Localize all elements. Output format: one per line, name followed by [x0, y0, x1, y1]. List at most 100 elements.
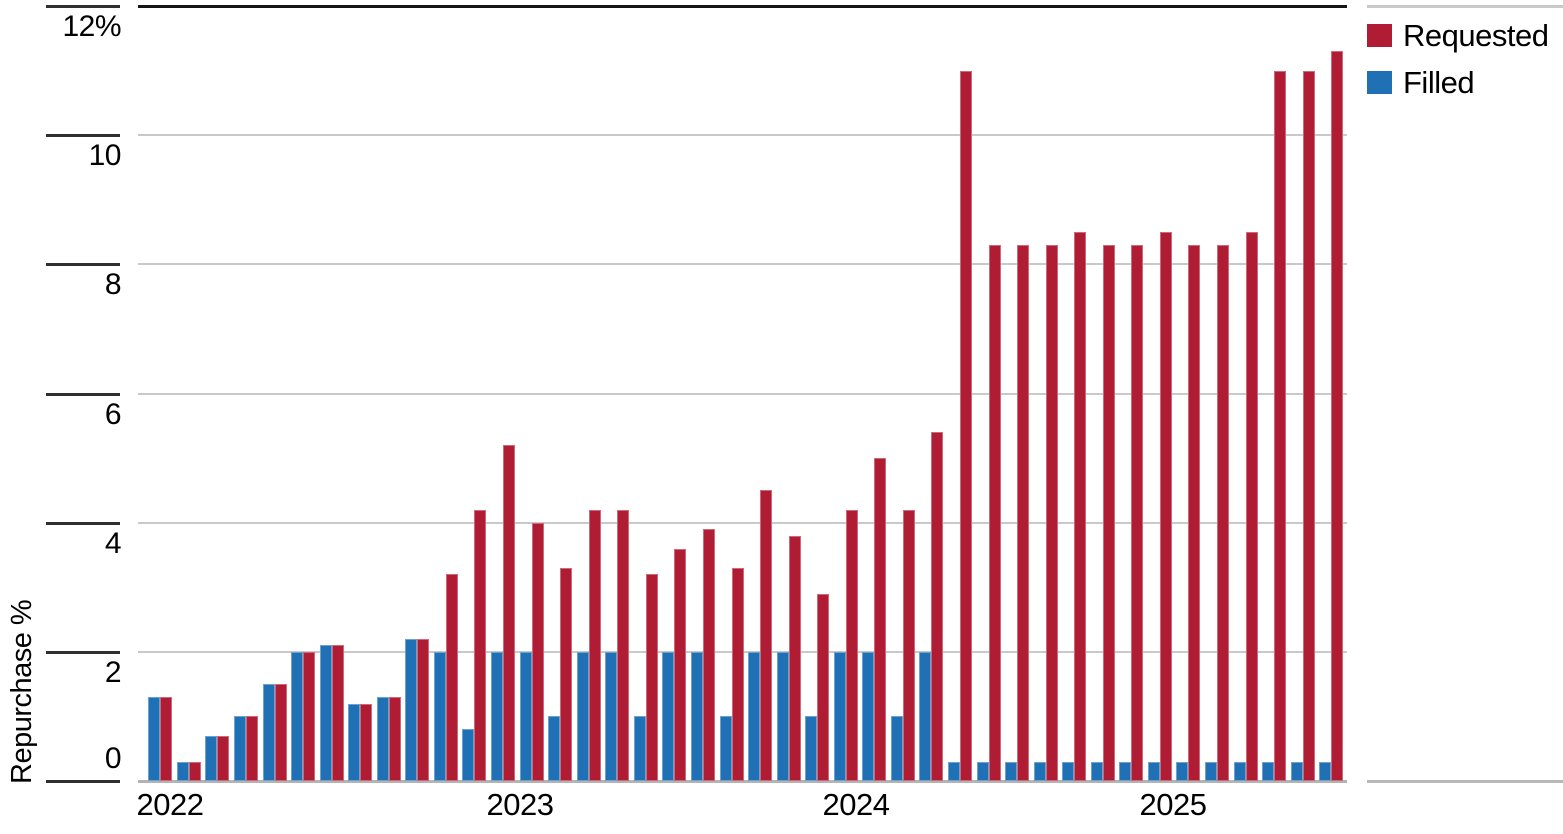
bar-requested-jan-2022 — [160, 697, 173, 781]
bar-requested-nov-2022 — [445, 574, 458, 781]
bar-filled-apr-2022 — [233, 716, 246, 781]
bar-filled-dec-2022 — [462, 729, 475, 781]
bar-requested-jan-2025 — [1188, 244, 1201, 781]
bar-requested-aug-2022 — [360, 703, 373, 781]
bar-requested-feb-2022 — [188, 761, 201, 781]
bar-filled-dec-2023 — [805, 716, 818, 781]
bar-requested-aug-2024 — [1045, 244, 1058, 781]
baseline-rule-extension — [1367, 780, 1563, 783]
bar-filled-oct-2024 — [1090, 761, 1103, 781]
bar-requested-jan-2023 — [503, 445, 516, 781]
bar-requested-nov-2024 — [1131, 244, 1144, 781]
bar-filled-may-2025 — [1290, 761, 1303, 781]
bar-requested-mar-2024 — [902, 509, 915, 781]
bar-filled-aug-2024 — [1033, 761, 1046, 781]
bar-requested-jun-2025 — [1331, 51, 1344, 781]
bar-requested-feb-2025 — [1217, 244, 1230, 781]
bar-requested-may-2025 — [1302, 70, 1315, 781]
bar-filled-jul-2022 — [319, 645, 332, 781]
bar-requested-may-2023 — [617, 509, 630, 781]
bar-requested-jul-2023 — [674, 548, 687, 781]
y-tick-8 — [46, 263, 120, 267]
y-tick-label-2: 2 — [104, 655, 122, 689]
gridline-0 — [138, 780, 1347, 783]
bar-filled-jul-2024 — [1005, 761, 1018, 781]
bar-filled-mar-2024 — [890, 716, 903, 781]
x-year-label-2022: 2022 — [136, 787, 204, 822]
bar-requested-mar-2022 — [217, 735, 230, 781]
bar-filled-may-2022 — [262, 684, 275, 781]
bar-filled-mar-2023 — [548, 716, 561, 781]
bar-requested-may-2022 — [274, 684, 287, 781]
y-tick-label-10: 10 — [88, 139, 122, 173]
gridline-12 — [138, 5, 1347, 8]
legend-item-filled: Filled — [1367, 67, 1548, 98]
y-tick-10 — [46, 134, 120, 138]
bar-filled-oct-2023 — [748, 651, 761, 781]
bar-filled-nov-2023 — [776, 651, 789, 781]
bar-requested-sep-2023 — [731, 567, 744, 781]
bar-requested-jun-2024 — [988, 244, 1001, 781]
legend: Requested Filled — [1367, 18, 1549, 98]
legend-swatch-filled — [1367, 71, 1392, 94]
bar-filled-jan-2025 — [1176, 761, 1189, 781]
bar-requested-apr-2023 — [588, 509, 601, 781]
gridline-4 — [138, 521, 1347, 524]
bar-requested-oct-2022 — [417, 638, 430, 781]
y-tick-label-8: 8 — [104, 268, 122, 302]
bar-requested-mar-2023 — [560, 567, 573, 781]
bar-filled-jul-2023 — [662, 651, 675, 781]
legend-item-requested: Requested — [1367, 18, 1549, 53]
y-tick-4 — [46, 521, 120, 525]
legend-label-filled: Filled — [1403, 65, 1475, 100]
bar-requested-dec-2024 — [1159, 232, 1172, 781]
x-year-label-2024: 2024 — [822, 787, 890, 822]
bar-requested-apr-2025 — [1274, 70, 1287, 781]
x-year-label-2025: 2025 — [1139, 787, 1207, 822]
legend-swatch-requested — [1367, 24, 1392, 47]
bar-requested-dec-2022 — [474, 509, 487, 781]
top-rule-extension — [1367, 5, 1563, 8]
bar-filled-sep-2024 — [1062, 761, 1075, 781]
bar-filled-jun-2023 — [633, 716, 646, 781]
bar-filled-sep-2023 — [719, 716, 732, 781]
bar-filled-feb-2025 — [1205, 761, 1218, 781]
y-tick-label-6: 6 — [104, 397, 122, 431]
bar-requested-oct-2023 — [760, 490, 773, 781]
bar-requested-dec-2023 — [817, 593, 830, 781]
y-tick-2 — [46, 650, 120, 654]
bar-requested-feb-2023 — [531, 522, 544, 781]
bar-filled-feb-2023 — [519, 651, 532, 781]
bar-requested-jul-2022 — [331, 645, 344, 781]
y-tick-label-0: 0 — [104, 742, 122, 775]
bar-requested-apr-2024 — [931, 432, 944, 781]
x-year-label-2023: 2023 — [486, 787, 554, 822]
y-tick-0 — [46, 780, 120, 783]
gridline-8 — [138, 263, 1347, 266]
bar-filled-apr-2024 — [919, 651, 932, 781]
bar-filled-mar-2022 — [205, 735, 218, 781]
bar-requested-may-2024 — [959, 70, 972, 781]
bar-requested-jun-2023 — [645, 574, 658, 781]
legend-label-requested: Requested — [1403, 18, 1549, 53]
bar-requested-mar-2025 — [1245, 232, 1258, 781]
gridline-6 — [138, 392, 1347, 395]
bar-filled-apr-2023 — [576, 651, 589, 781]
bar-requested-sep-2024 — [1074, 232, 1087, 781]
bar-requested-apr-2022 — [245, 716, 258, 781]
bar-filled-may-2024 — [947, 761, 960, 781]
bar-requested-aug-2023 — [702, 529, 715, 781]
bar-filled-jan-2022 — [148, 697, 161, 781]
y-tick-6 — [46, 392, 120, 396]
gridline-10 — [138, 134, 1347, 137]
bar-filled-jan-2024 — [833, 651, 846, 781]
bar-requested-nov-2023 — [788, 535, 801, 781]
bar-filled-apr-2025 — [1262, 761, 1275, 781]
y-tick-label-4: 4 — [104, 526, 122, 560]
bar-requested-sep-2022 — [388, 697, 401, 781]
bar-requested-oct-2024 — [1102, 244, 1115, 781]
bar-filled-aug-2022 — [348, 703, 361, 781]
bar-filled-feb-2024 — [862, 651, 875, 781]
bar-requested-jun-2022 — [303, 651, 316, 781]
